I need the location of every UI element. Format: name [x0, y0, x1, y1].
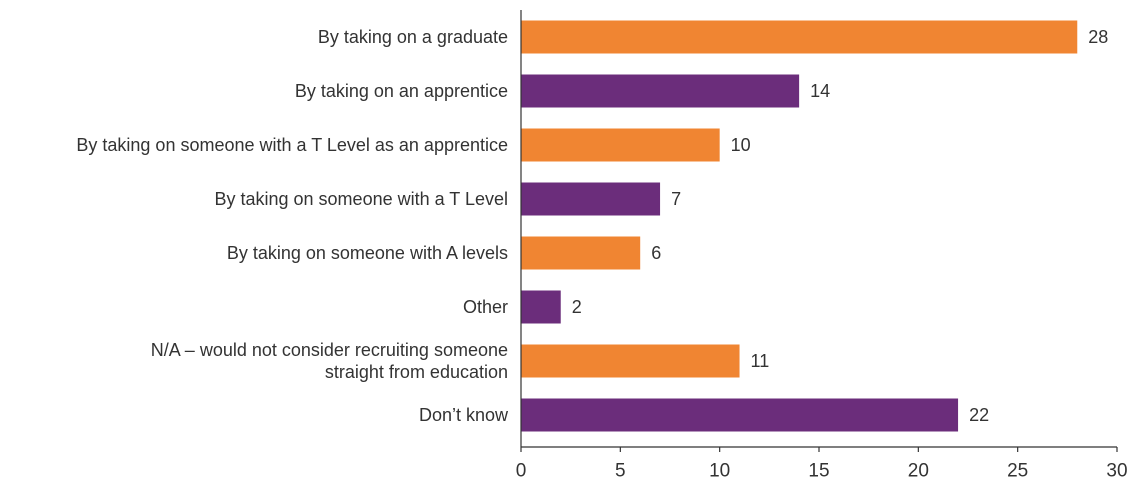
value-labels-layer: 28 14 10 7 6 2 11 22: [572, 27, 1109, 425]
category-label-line: By taking on a graduate: [318, 27, 508, 47]
x-tick-label: 0: [516, 461, 527, 482]
x-axis-ticks: 0 5 10 15 20 25 30: [516, 447, 1128, 482]
data-label: 2: [572, 297, 582, 317]
data-label: 22: [969, 405, 989, 425]
data-label: 7: [671, 189, 681, 209]
bar: [521, 236, 641, 270]
category-label: Don’t know: [419, 405, 509, 425]
category-label: By taking on someone with A levels: [227, 243, 508, 263]
bar: [521, 344, 740, 378]
bar: [521, 128, 720, 162]
category-label: N/A – would not consider recruiting some…: [151, 340, 508, 382]
x-tick-label: 5: [615, 461, 626, 482]
category-label: By taking on someone with a T Level as a…: [76, 135, 508, 155]
data-label: 6: [651, 243, 661, 263]
data-label: 11: [751, 351, 770, 371]
bars-layer: [521, 20, 1078, 432]
category-label-line: By taking on someone with a T Level as a…: [76, 135, 508, 155]
category-label-line: Don’t know: [419, 405, 509, 425]
category-label-line: Other: [463, 297, 508, 317]
x-tick-label: 15: [808, 461, 829, 482]
x-tick-label: 25: [1007, 461, 1028, 482]
bar: [521, 20, 1078, 54]
data-label: 28: [1088, 27, 1108, 47]
x-tick-label: 30: [1106, 461, 1127, 482]
category-label-line: By taking on someone with a T Level: [214, 189, 508, 209]
bar: [521, 398, 959, 432]
data-label: 14: [810, 81, 830, 101]
x-tick-label: 20: [908, 461, 929, 482]
category-labels-layer: By taking on a graduate By taking on an a…: [76, 27, 509, 425]
bar: [521, 182, 661, 216]
bar: [521, 74, 800, 108]
category-label: By taking on an apprentice: [295, 81, 508, 101]
category-label: By taking on someone with a T Level: [214, 189, 508, 209]
bar: [521, 290, 561, 324]
category-label-line: straight from education: [325, 362, 508, 382]
category-label-line: N/A – would not consider recruiting some…: [151, 340, 508, 360]
category-label: By taking on a graduate: [318, 27, 508, 47]
data-label: 10: [731, 135, 751, 155]
x-tick-label: 10: [709, 461, 730, 482]
category-label-line: By taking on someone with A levels: [227, 243, 508, 263]
category-label-line: By taking on an apprentice: [295, 81, 508, 101]
category-label: Other: [463, 297, 508, 317]
